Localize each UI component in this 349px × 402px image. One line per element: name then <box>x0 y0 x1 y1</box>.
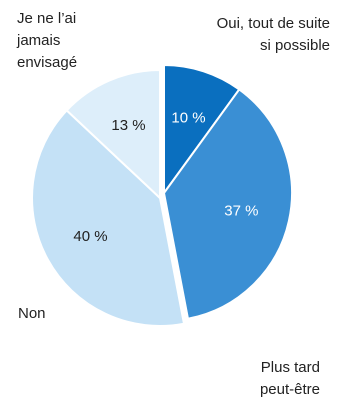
category-label-line: Plus tard <box>261 359 320 376</box>
category-label-line: jamais <box>16 32 60 49</box>
category-label-plus-tard-peut-etre: Plus tard peut-être <box>260 359 320 398</box>
percent-label-non: 40 % <box>73 228 107 245</box>
percent-label-plus-tard-peut-etre: 37 % <box>224 202 258 219</box>
pie-slice-oui-tout-de-suite-si-possible <box>163 63 241 197</box>
category-label-non: Non <box>18 305 46 322</box>
pie-slices <box>31 63 293 327</box>
percent-label-je-ne-l-ai-jamais-envisage: 13 % <box>111 117 145 134</box>
pie-slice-non <box>31 108 186 327</box>
category-label-line: Je ne l’ai <box>17 10 76 27</box>
pie-slice-je-ne-l-ai-jamais-envisage <box>65 68 161 201</box>
percent-labels: 10 % 37 % 40 % 13 % <box>73 110 258 246</box>
category-labels: Oui, tout de suite si possible Plus tard pe… <box>16 10 330 398</box>
category-label-je-ne-l-ai-jamais-envisage: Je ne l’ai jamais envisagé <box>16 10 77 71</box>
category-label-line: Non <box>18 305 46 322</box>
percent-label-oui-tout-de-suite-si-possible: 10 % <box>171 110 205 127</box>
category-label-line: envisagé <box>17 54 77 71</box>
pie-slice-plus-tard-peut-etre <box>162 88 293 320</box>
category-label-line: si possible <box>260 37 330 54</box>
category-label-line: Oui, tout de suite <box>217 15 330 32</box>
category-label-line: peut-être <box>260 381 320 398</box>
category-label-oui-tout-de-suite-si-possible: Oui, tout de suite si possible <box>217 15 330 54</box>
